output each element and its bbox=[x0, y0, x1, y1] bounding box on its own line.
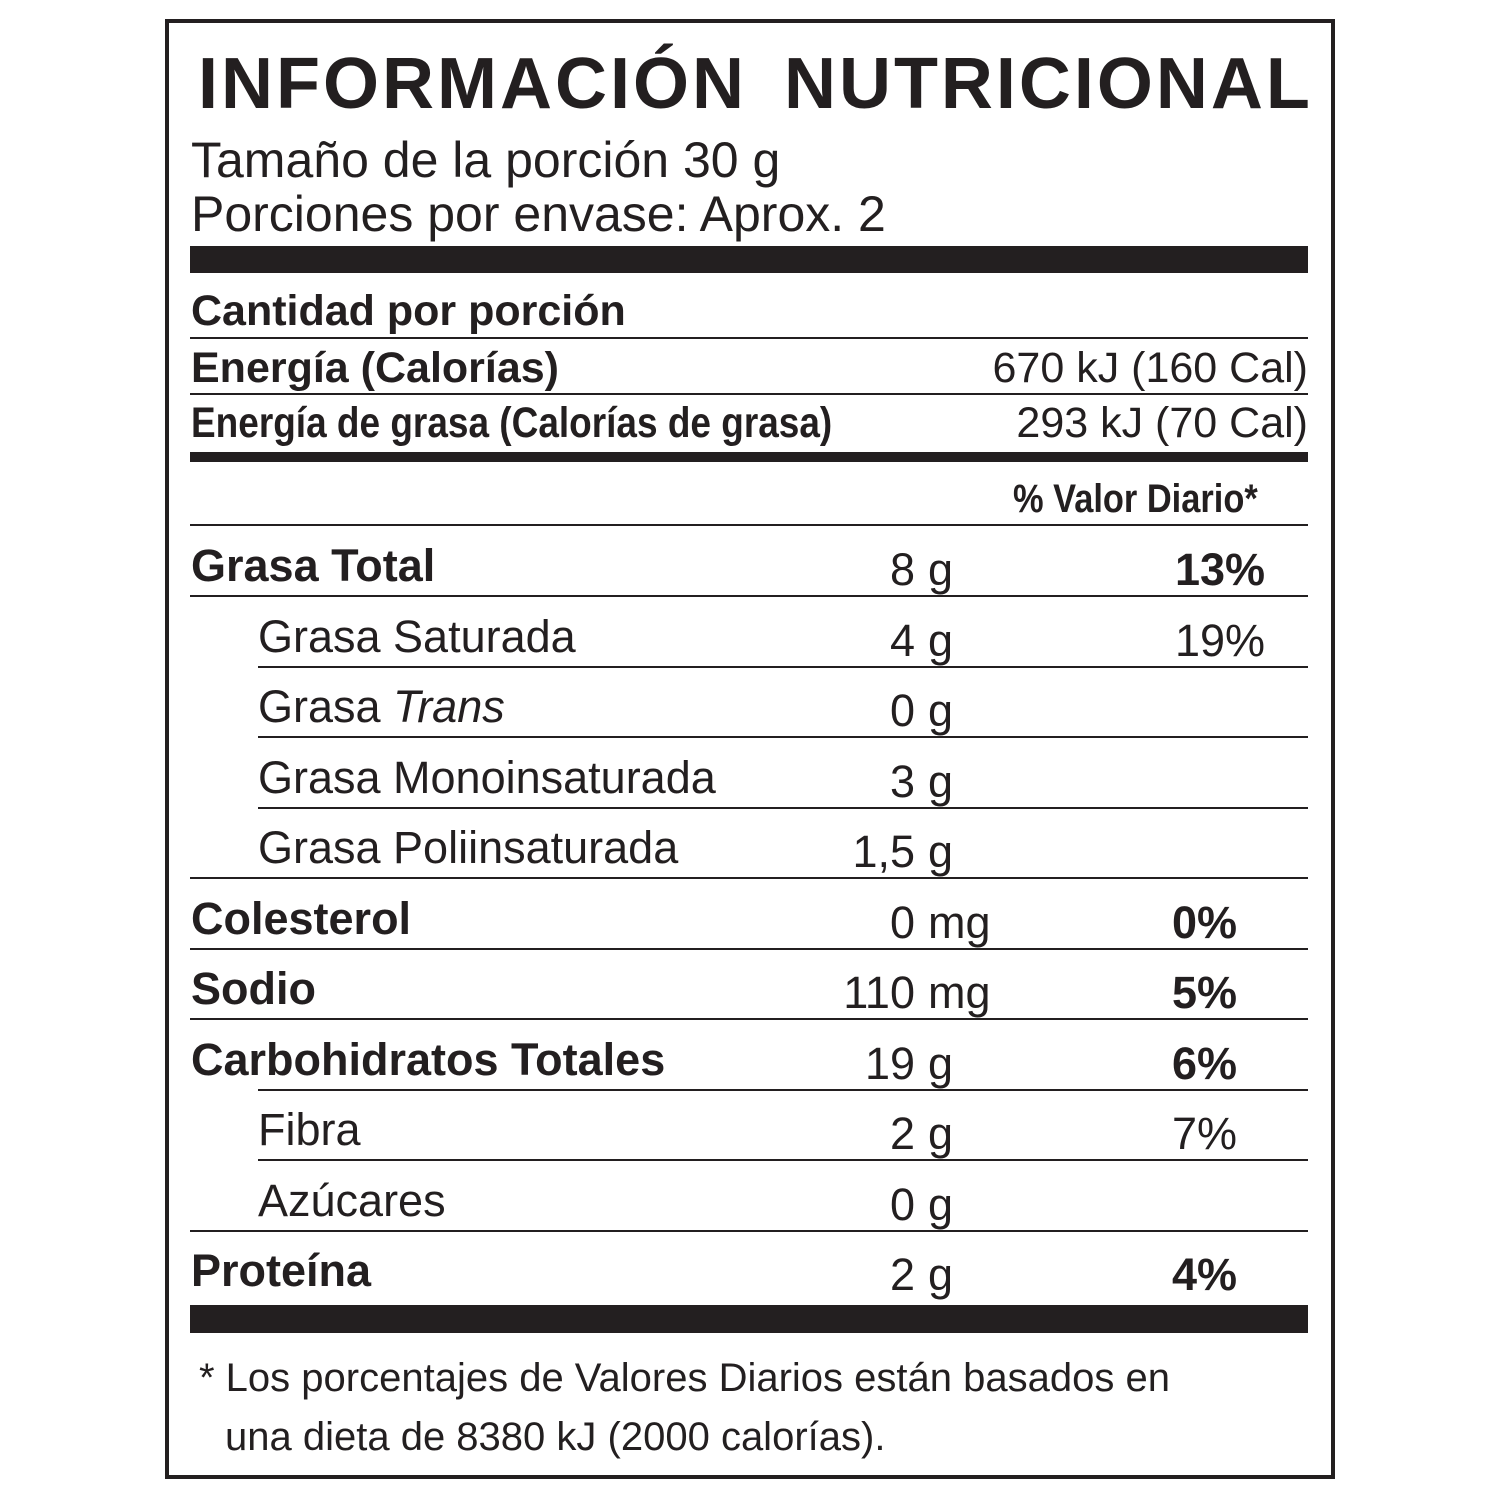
nutrient-unit: g bbox=[928, 755, 954, 807]
nutrient-amount: 2 bbox=[889, 1249, 915, 1300]
nutrient-amount: 110 bbox=[843, 967, 915, 1018]
energy-value: 670 kJ (160 Cal) bbox=[992, 344, 1309, 392]
nutrient-unit: g bbox=[928, 1108, 954, 1159]
nutrient-amount: 19 bbox=[864, 1037, 915, 1089]
nutrient-daily-value: 4% bbox=[1172, 1249, 1238, 1300]
nutrient-name: Colesterol bbox=[191, 892, 412, 944]
serving-size: Tamaño de la porción 30 g bbox=[191, 132, 781, 188]
nutrient-daily-value: 19% bbox=[1175, 614, 1266, 666]
nutrient-amount: 0 bbox=[889, 1178, 915, 1230]
nutrient-label: Grasa Saturada bbox=[258, 610, 576, 662]
energy-fat-value: 293 kJ (70 Cal) bbox=[1016, 399, 1308, 447]
nutrient-label: Grasa Total bbox=[191, 541, 435, 591]
divider bbox=[190, 1018, 1308, 1020]
nutrient-amount: 4 bbox=[889, 614, 915, 666]
nutrient-label: Grasa Poliinsaturada bbox=[258, 823, 678, 873]
nutrient-daily-value: 6% bbox=[1172, 1037, 1238, 1089]
label-border bbox=[165, 19, 1335, 1479]
nutrient-label: Grasa Trans bbox=[258, 682, 505, 732]
nutrient-amount: 0 bbox=[889, 685, 915, 736]
nutrient-label: Azúcares bbox=[258, 1174, 446, 1226]
nutrient-unit: g bbox=[928, 685, 954, 736]
medium-divider bbox=[190, 452, 1308, 462]
nutrient-name: Grasa Monoinsaturada bbox=[258, 751, 716, 803]
nutrient-label: Fibra bbox=[258, 1105, 361, 1155]
thick-divider bbox=[190, 1305, 1308, 1333]
footnote-line-1: * Los porcentajes de Valores Diarios est… bbox=[199, 1356, 1170, 1400]
divider bbox=[258, 1088, 1308, 1091]
divider bbox=[190, 524, 1308, 526]
nutrient-label: Colesterol bbox=[191, 892, 412, 944]
nutrient-name: Azúcares bbox=[258, 1174, 446, 1226]
nutrient-name: Proteína bbox=[191, 1245, 372, 1296]
energy-label: Energía (Calorías) bbox=[191, 344, 559, 392]
nutrient-unit: g bbox=[928, 1249, 954, 1300]
daily-value-header: % Valor Diario* bbox=[1013, 477, 1258, 521]
divider bbox=[258, 665, 1308, 668]
nutrient-name: Grasa Total bbox=[191, 540, 436, 591]
nutrient-daily-value: 5% bbox=[1172, 967, 1238, 1018]
nutrient-daily-value: 0% bbox=[1172, 896, 1238, 948]
label-title: INFORMACIÓN NUTRICIONAL bbox=[198, 44, 1313, 124]
divider bbox=[190, 877, 1308, 879]
nutrient-amount: 2 bbox=[889, 1108, 915, 1159]
nutrient-name: Grasa bbox=[258, 681, 394, 732]
thick-divider bbox=[190, 246, 1308, 273]
nutrient-unit: mg bbox=[928, 896, 991, 948]
nutrient-unit: g bbox=[928, 1178, 954, 1230]
nutrient-amount: 3 bbox=[889, 755, 915, 807]
nutrient-name: Fibra bbox=[258, 1104, 361, 1155]
nutrient-label: Sodio bbox=[191, 964, 316, 1014]
nutrient-unit: g bbox=[928, 544, 954, 595]
nutrient-amount: 1,5 bbox=[852, 826, 915, 877]
footnote-line-2: una dieta de 8380 kJ (2000 calorías). bbox=[225, 1415, 886, 1459]
servings-per-container: Porciones por envase: Aprox. 2 bbox=[191, 186, 886, 242]
divider bbox=[258, 1159, 1308, 1161]
nutrient-daily-value: 7% bbox=[1172, 1108, 1238, 1159]
nutrient-unit: g bbox=[928, 614, 954, 666]
nutrient-label: Grasa Monoinsaturada bbox=[258, 751, 716, 803]
divider bbox=[190, 393, 1308, 395]
nutrient-name-italic: Trans bbox=[393, 681, 505, 732]
divider bbox=[258, 806, 1308, 809]
nutrient-name: Grasa Poliinsaturada bbox=[258, 822, 679, 873]
nutrient-amount: 0 bbox=[889, 896, 915, 948]
nutrient-name: Grasa Saturada bbox=[258, 610, 576, 662]
divider bbox=[190, 1229, 1308, 1232]
nutrient-label: Carbohidratos Totales bbox=[191, 1033, 666, 1085]
amount-per-serving: Cantidad por porción bbox=[191, 287, 626, 335]
nutrient-unit: g bbox=[928, 826, 954, 877]
energy-fat-label: Energía de grasa (Calorías de grasa) bbox=[191, 399, 833, 447]
nutrient-name: Sodio bbox=[191, 963, 316, 1014]
nutrient-label: Proteína bbox=[191, 1246, 371, 1296]
nutrient-amount: 8 bbox=[889, 544, 915, 595]
nutrient-unit: g bbox=[928, 1037, 954, 1089]
nutrient-name: Carbohidratos Totales bbox=[191, 1033, 666, 1085]
divider bbox=[258, 736, 1308, 738]
nutrient-daily-value: 13% bbox=[1175, 544, 1266, 595]
divider bbox=[190, 947, 1308, 950]
nutrient-unit: mg bbox=[928, 967, 991, 1018]
divider bbox=[190, 337, 1308, 339]
divider bbox=[190, 595, 1308, 597]
